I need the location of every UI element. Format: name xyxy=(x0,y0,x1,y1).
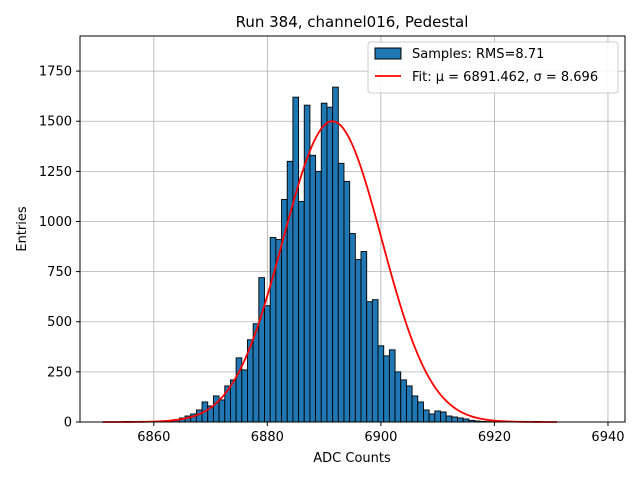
histogram-bar xyxy=(269,237,277,423)
histogram-bar xyxy=(320,102,328,423)
histogram-bar xyxy=(286,160,294,423)
histogram-bar xyxy=(275,239,282,423)
histogram-bar xyxy=(218,399,226,423)
y-tick-label: 500 xyxy=(47,315,72,330)
histogram-bar xyxy=(411,395,419,423)
y-tick-label: 1000 xyxy=(39,215,72,230)
histogram-bar xyxy=(326,106,334,423)
histogram-bar xyxy=(428,413,436,423)
x-tick-label: 6900 xyxy=(364,430,397,445)
legend-swatch-samples xyxy=(374,47,402,60)
x-tick-label: 6860 xyxy=(137,430,170,445)
y-tick-label: 1250 xyxy=(39,165,72,180)
histogram-bar xyxy=(354,259,362,423)
histogram-bars xyxy=(156,86,498,423)
histogram-bar xyxy=(332,86,339,423)
histogram-bar xyxy=(343,180,351,423)
y-tick-label: 0 xyxy=(64,416,72,431)
y-axis-ticks: 0 250 500 750 1000 1250 1500 1750 xyxy=(39,65,80,431)
y-axis-label: Entries xyxy=(15,206,30,252)
legend-label-fit: Fit: μ = 6891.462, σ = 8.696 xyxy=(412,70,598,85)
histogram-bar xyxy=(264,305,271,423)
x-tick-label: 6880 xyxy=(251,430,284,445)
y-tick-label: 1500 xyxy=(39,115,72,130)
histogram-bar xyxy=(417,401,424,423)
histogram-bar xyxy=(349,233,356,423)
histogram-bar xyxy=(383,355,390,423)
histogram-bar xyxy=(451,416,458,423)
histogram-bar xyxy=(241,369,248,423)
y-tick-label: 1750 xyxy=(39,65,72,80)
x-axis-ticks: 6860 6880 6900 6920 6940 xyxy=(137,422,625,445)
histogram-bar xyxy=(292,96,300,423)
histogram-bar xyxy=(388,349,396,423)
histogram-bar xyxy=(377,345,385,423)
x-tick-label: 6920 xyxy=(478,430,511,445)
histogram-bar xyxy=(445,415,453,423)
y-tick-label: 750 xyxy=(47,265,72,280)
histogram-bar xyxy=(394,371,402,423)
histogram-bar xyxy=(212,395,220,423)
histogram-bar xyxy=(423,409,430,423)
grid-lines xyxy=(80,36,625,423)
histogram-bar xyxy=(371,299,379,423)
fit-curve xyxy=(102,120,557,423)
legend-box xyxy=(367,41,619,94)
histogram-bar xyxy=(457,417,464,423)
plot-frame xyxy=(79,35,626,423)
histogram-bar xyxy=(400,379,407,423)
histogram-bar xyxy=(195,409,203,423)
histogram-bar xyxy=(315,170,322,423)
histogram-bar xyxy=(337,162,345,423)
legend: Samples: RMS=8.71 Fit: μ = 6891.462, σ =… xyxy=(367,41,619,94)
chart-title: Run 384, channel016, Pedestal xyxy=(236,13,469,31)
histogram-bar xyxy=(298,200,305,423)
histogram-bar xyxy=(440,411,447,423)
x-tick-label: 6940 xyxy=(591,430,624,445)
histogram-bar xyxy=(309,154,317,423)
histogram-bar xyxy=(258,277,265,423)
y-tick-label: 250 xyxy=(47,365,72,380)
histogram-bar xyxy=(434,410,441,423)
x-axis-label: ADC Counts xyxy=(313,451,391,466)
histogram-bar xyxy=(360,251,368,423)
histogram-bar xyxy=(405,385,413,423)
histogram-bar xyxy=(366,301,373,423)
legend-label-samples: Samples: RMS=8.71 xyxy=(412,47,544,62)
